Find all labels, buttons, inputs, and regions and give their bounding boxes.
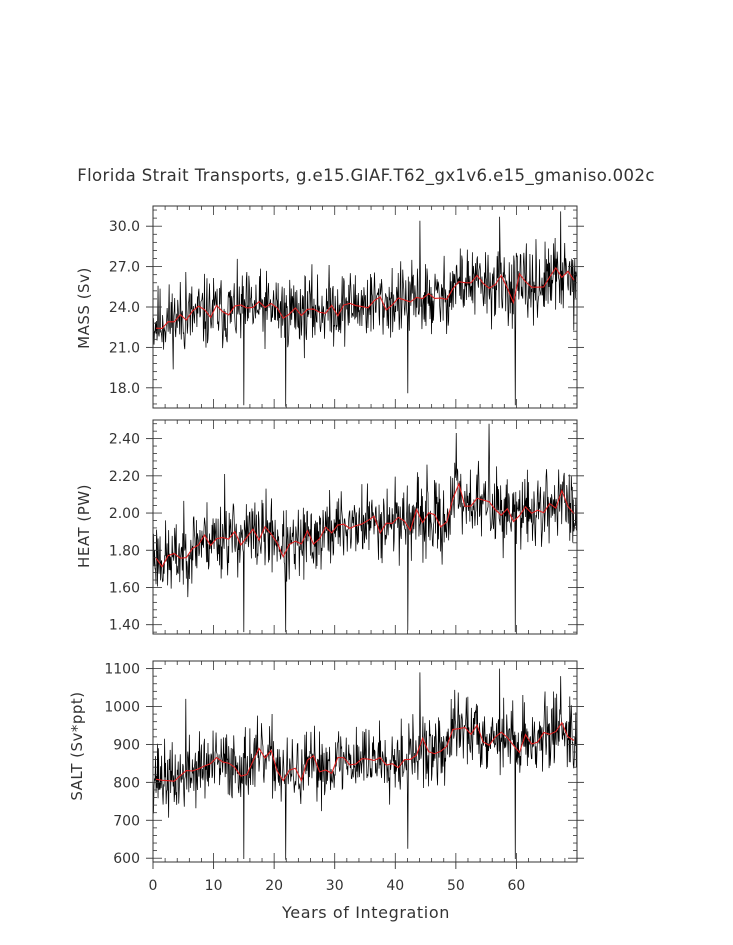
heat-panel: HEAT (PW) 1.40 1.60 1.80 2.00 2.20 2.40	[75, 419, 584, 635]
mass-y-tick-label: 24.0	[109, 300, 140, 316]
chart-title: Florida Strait Transports, g.e15.GIAF.T6…	[77, 166, 655, 186]
mass-y-axis-label: MASS (Sv)	[75, 267, 93, 349]
salt-y-tick-label: 800	[113, 775, 140, 791]
salt-panel: SALT (Sv*ppt) 0 10 20 30 40 50 60 600 700 800 900 1…	[68, 660, 584, 894]
heat-y-tick-label: 1.40	[109, 618, 140, 634]
x-tick-label: 50	[447, 878, 465, 894]
mass-annual-mean-line	[156, 266, 575, 329]
x-axis-label: Years of Integration	[281, 903, 450, 922]
heat-annual-mean-line	[155, 482, 575, 568]
heat-y-tick-label: 2.20	[109, 469, 140, 485]
salt-annual-mean-line	[155, 721, 575, 783]
heat-y-tick-label: 2.40	[109, 432, 140, 448]
salt-y-tick-label: 600	[113, 851, 140, 867]
salt-y-axis-label: SALT (Sv*ppt)	[68, 691, 86, 800]
mass-y-tick-label: 21.0	[109, 340, 140, 356]
x-tick-label: 10	[205, 878, 223, 894]
mass-y-tick-label: 18.0	[109, 381, 140, 397]
x-tick-label: 0	[149, 878, 158, 894]
heat-monthly-series-line	[153, 423, 577, 633]
x-tick-label: 60	[508, 878, 526, 894]
salt-plot-frame	[152, 660, 578, 863]
heat-plot-frame	[152, 419, 578, 635]
salt-y-tick-label: 900	[113, 737, 140, 753]
mass-y-tick-label: 30.0	[109, 219, 140, 235]
heat-y-tick-label: 1.80	[109, 543, 140, 559]
mass-y-tick-label: 27.0	[109, 260, 140, 276]
mass-panel: MASS (Sv) 18.0 21.0 24.0 27.0 30.0	[75, 205, 584, 409]
mass-monthly-series-line	[153, 211, 577, 407]
heat-y-tick-label: 2.00	[109, 506, 140, 522]
salt-y-tick-label: 1100	[104, 662, 140, 678]
salt-y-tick-label: 1000	[104, 700, 140, 716]
heat-y-tick-label: 1.60	[109, 580, 140, 596]
x-tick-label: 40	[386, 878, 404, 894]
x-tick-label: 30	[326, 878, 344, 894]
salt-monthly-series-line	[153, 668, 577, 860]
salt-y-tick-label: 700	[113, 813, 140, 829]
x-tick-label: 20	[265, 878, 283, 894]
heat-y-axis-label: HEAT (PW)	[75, 484, 93, 568]
